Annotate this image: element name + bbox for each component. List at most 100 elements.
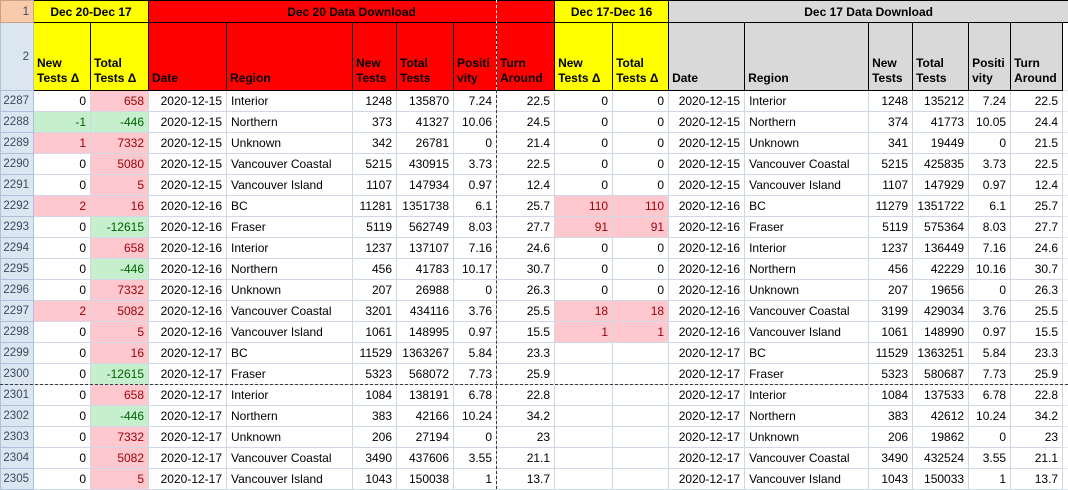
cell-positivity[interactable]: 0: [454, 427, 497, 448]
cell-total-tests-delta-2[interactable]: 0: [613, 259, 669, 280]
row-header[interactable]: 2289: [1, 133, 34, 154]
cell-turn-around-2[interactable]: 12.4: [1011, 175, 1063, 196]
cell-total-tests-delta-2[interactable]: 18: [613, 301, 669, 322]
cell-total-tests-2[interactable]: 42229: [913, 259, 969, 280]
cell-region-2[interactable]: BC: [745, 343, 869, 364]
cell-new-tests-delta[interactable]: 0: [34, 343, 91, 364]
cell-new-tests-delta-2[interactable]: 1: [555, 322, 613, 343]
cell-positivity[interactable]: 3.55: [454, 448, 497, 469]
cell-new-tests[interactable]: 456: [353, 259, 397, 280]
cell-total-tests-2[interactable]: 19862: [913, 427, 969, 448]
cell-new-tests-delta-2[interactable]: 91: [555, 217, 613, 238]
cell-total-tests-delta[interactable]: 5: [91, 175, 149, 196]
column-header-date-2[interactable]: Date: [669, 23, 745, 91]
cell-turn-around[interactable]: 24.5: [497, 112, 555, 133]
cell-total-tests[interactable]: 138191: [397, 385, 454, 406]
column-header-new-tests-2[interactable]: New Tests: [869, 23, 913, 91]
cell-new-tests[interactable]: 11281: [353, 196, 397, 217]
cell-date[interactable]: 2020-12-17: [149, 469, 227, 490]
cell-date[interactable]: 2020-12-17: [149, 448, 227, 469]
cell-turn-around[interactable]: 23.3: [497, 343, 555, 364]
cell-positivity-2[interactable]: 7.16: [969, 238, 1011, 259]
cell-new-tests[interactable]: 207: [353, 280, 397, 301]
cell-total-tests-delta-2[interactable]: 0: [613, 175, 669, 196]
cell-total-tests[interactable]: 137107: [397, 238, 454, 259]
row-header[interactable]: 2295: [1, 259, 34, 280]
cell-region-2[interactable]: Fraser: [745, 364, 869, 385]
cell-total-tests-delta[interactable]: -446: [91, 259, 149, 280]
cell-total-tests-2[interactable]: 575364: [913, 217, 969, 238]
cell-new-tests-delta[interactable]: 0: [34, 175, 91, 196]
cell-date-2[interactable]: 2020-12-17: [669, 364, 745, 385]
cell-total-tests-delta[interactable]: 5080: [91, 154, 149, 175]
cell-new-tests-2[interactable]: 5323: [869, 364, 913, 385]
cell-turn-around[interactable]: 25.7: [497, 196, 555, 217]
cell-total-tests[interactable]: 27194: [397, 427, 454, 448]
cell-region[interactable]: Interior: [227, 385, 353, 406]
cell-turn-around-2[interactable]: 15.5: [1011, 322, 1063, 343]
cell-turn-around-2[interactable]: 24.6: [1011, 238, 1063, 259]
cell-positivity-2[interactable]: 7.24: [969, 91, 1011, 112]
cell-total-tests-2[interactable]: 425835: [913, 154, 969, 175]
cell-turn-around-2[interactable]: 23: [1011, 427, 1063, 448]
cell-date[interactable]: 2020-12-15: [149, 154, 227, 175]
cell-total-tests[interactable]: 562749: [397, 217, 454, 238]
cell-region[interactable]: Vancouver Coastal: [227, 301, 353, 322]
cell-date-2[interactable]: 2020-12-16: [669, 301, 745, 322]
cell-region[interactable]: Unknown: [227, 427, 353, 448]
cell-positivity[interactable]: 0: [454, 280, 497, 301]
cell-date-2[interactable]: 2020-12-17: [669, 385, 745, 406]
cell-date[interactable]: 2020-12-17: [149, 406, 227, 427]
cell-region-2[interactable]: Unknown: [745, 133, 869, 154]
cell-total-tests[interactable]: 42166: [397, 406, 454, 427]
cell-region-2[interactable]: BC: [745, 196, 869, 217]
cell-date[interactable]: 2020-12-15: [149, 175, 227, 196]
cell-total-tests-2[interactable]: 136449: [913, 238, 969, 259]
cell-positivity[interactable]: 6.78: [454, 385, 497, 406]
cell-total-tests[interactable]: 430915: [397, 154, 454, 175]
cell-new-tests-delta-2[interactable]: 0: [555, 154, 613, 175]
cell-new-tests-delta-2[interactable]: [555, 427, 613, 448]
cell-new-tests[interactable]: 1237: [353, 238, 397, 259]
cell-new-tests-delta[interactable]: -1: [34, 112, 91, 133]
cell-total-tests-delta-2[interactable]: 0: [613, 238, 669, 259]
cell-total-tests-delta[interactable]: 16: [91, 343, 149, 364]
cell-total-tests[interactable]: 41783: [397, 259, 454, 280]
cell-new-tests-delta[interactable]: 0: [34, 217, 91, 238]
cell-total-tests-delta[interactable]: -446: [91, 112, 149, 133]
cell-turn-around-2[interactable]: 22.5: [1011, 91, 1063, 112]
cell-new-tests-2[interactable]: 207: [869, 280, 913, 301]
cell-new-tests-delta-2[interactable]: 0: [555, 259, 613, 280]
cell-date-2[interactable]: 2020-12-15: [669, 133, 745, 154]
cell-new-tests-delta[interactable]: 0: [34, 91, 91, 112]
cell-date[interactable]: 2020-12-16: [149, 322, 227, 343]
row-header[interactable]: 2292: [1, 196, 34, 217]
cell-new-tests-delta-2[interactable]: 0: [555, 280, 613, 301]
row-header[interactable]: 2299: [1, 343, 34, 364]
cell-date[interactable]: 2020-12-15: [149, 91, 227, 112]
cell-region[interactable]: Northern: [227, 112, 353, 133]
cell-new-tests[interactable]: 5323: [353, 364, 397, 385]
cell-date-2[interactable]: 2020-12-16: [669, 322, 745, 343]
cell-new-tests-delta[interactable]: 0: [34, 322, 91, 343]
cell-positivity-2[interactable]: 0: [969, 133, 1011, 154]
cell-turn-around[interactable]: 15.5: [497, 322, 555, 343]
cell-positivity-2[interactable]: 0.97: [969, 322, 1011, 343]
cell-region[interactable]: Northern: [227, 406, 353, 427]
section-header-4[interactable]: Dec 17 Data Download: [669, 1, 1068, 23]
cell-positivity[interactable]: 1: [454, 469, 497, 490]
row-header[interactable]: 2303: [1, 427, 34, 448]
cell-date[interactable]: 2020-12-17: [149, 364, 227, 385]
cell-total-tests-delta[interactable]: 5082: [91, 301, 149, 322]
cell-turn-around[interactable]: 13.7: [497, 469, 555, 490]
cell-region-2[interactable]: Interior: [745, 238, 869, 259]
column-header-region-2[interactable]: Region: [745, 23, 869, 91]
row-header[interactable]: 2291: [1, 175, 34, 196]
cell-new-tests-delta[interactable]: 2: [34, 196, 91, 217]
cell-total-tests-delta[interactable]: 658: [91, 238, 149, 259]
cell-positivity-2[interactable]: 3.73: [969, 154, 1011, 175]
cell-new-tests[interactable]: 206: [353, 427, 397, 448]
cell-total-tests-2[interactable]: 432524: [913, 448, 969, 469]
cell-total-tests-delta-2[interactable]: [613, 343, 669, 364]
cell-new-tests[interactable]: 383: [353, 406, 397, 427]
